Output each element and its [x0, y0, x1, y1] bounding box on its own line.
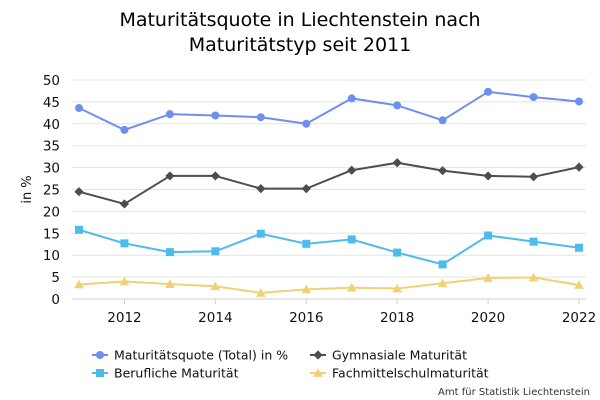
data-point	[575, 243, 583, 252]
data-point	[393, 248, 402, 257]
x-tick-labels: 2012 2014 2016 2018 2020 2022	[107, 299, 596, 326]
data-point	[256, 229, 265, 238]
y-tick-label: 5	[51, 270, 60, 286]
y-tick-label: 45	[43, 95, 60, 111]
legend-item[interactable]: Maturitätsquote (Total) in %	[92, 348, 288, 363]
data-point	[165, 248, 174, 257]
y-tick-label: 35	[43, 139, 60, 155]
x-tick-label: 2012	[107, 310, 141, 326]
data-point	[256, 288, 266, 297]
y-tick-label: 20	[43, 204, 60, 220]
data-point	[74, 279, 84, 289]
series-line	[78, 161, 580, 205]
data-point	[574, 280, 584, 289]
series-line	[78, 276, 580, 294]
data-point	[210, 171, 220, 181]
y-tick-label: 15	[43, 226, 60, 242]
grid-lines	[72, 79, 586, 300]
series-lines	[74, 87, 584, 297]
data-point	[484, 87, 493, 96]
series-2	[74, 158, 584, 209]
legend-marker	[96, 369, 104, 377]
x-tick-label: 2014	[198, 310, 232, 326]
legend-item[interactable]: Gymnasiale Maturität	[310, 348, 467, 363]
data-point	[438, 260, 447, 269]
data-point	[392, 158, 402, 168]
data-point	[483, 171, 493, 181]
data-point	[529, 237, 538, 246]
series-4	[74, 272, 584, 297]
y-axis-label: in %	[20, 175, 35, 203]
x-tick-label: 2020	[471, 310, 505, 326]
legend: Maturitätsquote (Total) in % Gymnasiale M…	[92, 348, 489, 381]
y-tick-label: 0	[51, 292, 60, 308]
data-point	[346, 282, 357, 292]
data-point	[165, 171, 175, 181]
data-point	[165, 110, 174, 119]
legend-item[interactable]: Fachmittelschulmaturität	[310, 366, 489, 381]
x-tick-label: 2018	[380, 310, 414, 326]
data-point	[256, 113, 265, 122]
data-point	[392, 283, 402, 293]
data-point	[438, 116, 447, 125]
data-point	[438, 166, 448, 176]
y-tick-label: 10	[43, 248, 60, 264]
y-tick-label: 25	[43, 183, 60, 199]
data-point	[301, 284, 312, 294]
series-line	[78, 90, 580, 131]
chart-title: Maturitätsquote in Liechtenstein nach Mat…	[119, 9, 480, 56]
data-point	[211, 111, 220, 120]
data-point	[119, 276, 130, 286]
data-point	[347, 235, 356, 244]
y-tick-label: 40	[43, 117, 60, 133]
data-point	[437, 278, 448, 288]
data-point	[75, 104, 83, 113]
y-tick-label: 30	[43, 161, 60, 177]
data-point	[528, 172, 539, 182]
series-3	[75, 225, 583, 269]
legend-marker	[313, 368, 323, 377]
legend-marker	[96, 351, 104, 359]
data-point	[301, 184, 311, 194]
data-point	[210, 281, 221, 291]
legend-label: Gymnasiale Maturität	[332, 348, 467, 363]
data-point	[574, 162, 584, 172]
data-point	[347, 94, 356, 103]
data-point	[575, 97, 583, 106]
data-point	[256, 184, 266, 194]
data-point	[483, 273, 493, 282]
x-tick-label: 2016	[289, 310, 323, 326]
data-point	[75, 225, 83, 234]
data-point	[74, 187, 84, 197]
data-point	[120, 239, 129, 248]
data-point	[302, 119, 311, 128]
legend-label: Maturitätsquote (Total) in %	[114, 348, 288, 363]
data-point	[528, 272, 539, 282]
chart-title-line-2: Maturitätstyp seit 2011	[189, 34, 412, 56]
data-point	[119, 199, 130, 209]
series-line	[78, 228, 580, 266]
data-point	[529, 93, 538, 102]
series-1	[75, 87, 583, 134]
y-tick-labels: 0 5 10 15 20 25 30 35 40 45 50	[43, 73, 60, 308]
legend-marker	[313, 350, 323, 360]
legend-item[interactable]: Berufliche Maturität	[92, 366, 239, 381]
source-credit: Amt für Statistik Liechtenstein	[438, 387, 590, 398]
x-tick-label: 2022	[562, 310, 596, 326]
data-point	[120, 125, 129, 134]
data-point	[347, 165, 357, 175]
chart-title-line-1: Maturitätsquote in Liechtenstein nach	[119, 9, 480, 31]
data-point	[393, 101, 402, 110]
data-point	[484, 231, 493, 240]
legend-label: Fachmittelschulmaturität	[332, 366, 489, 381]
legend-label: Berufliche Maturität	[114, 366, 239, 381]
data-point	[211, 247, 220, 256]
data-point	[165, 279, 175, 288]
y-tick-label: 50	[43, 73, 60, 89]
data-point	[302, 239, 311, 248]
